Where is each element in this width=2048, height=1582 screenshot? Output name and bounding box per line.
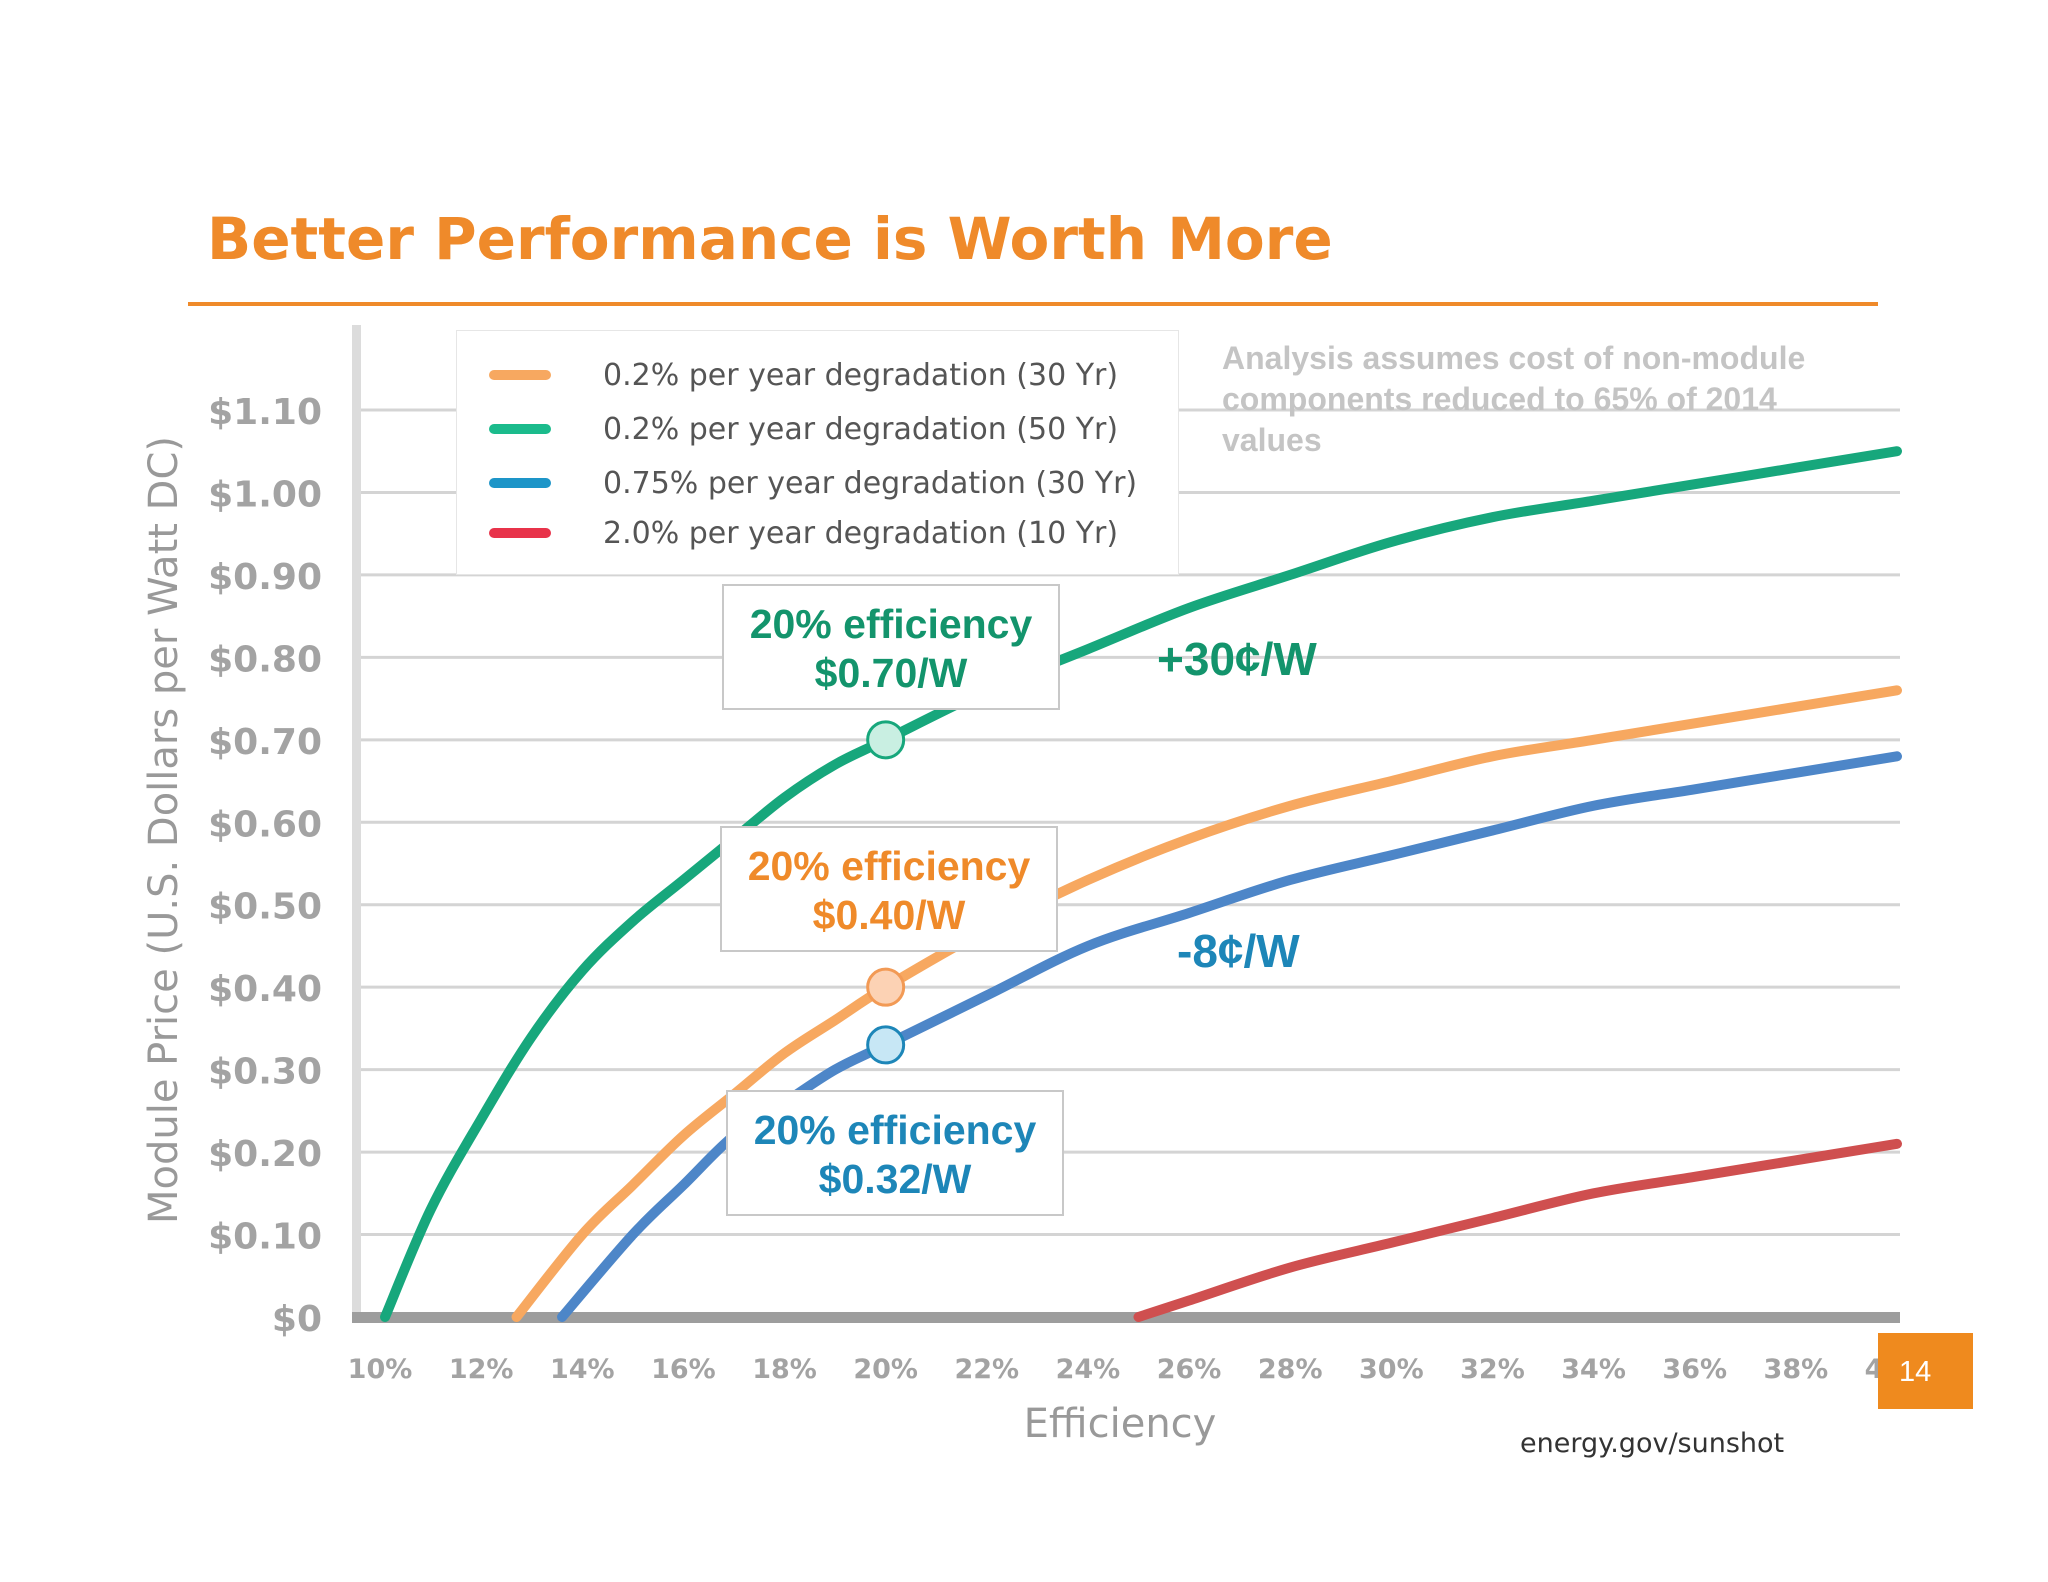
callout-line2: $0.32/W [818,1156,972,1202]
point-marker [866,967,906,1007]
x-tick-label: 14% [550,1354,615,1385]
x-tick-label: 24% [1056,1354,1121,1385]
x-tick-label: 28% [1258,1354,1323,1385]
y-tick-label: $0 [272,1299,322,1340]
delta-blue: -8¢/W [1177,925,1300,977]
legend-item-red: 2.0% per year degradation (10 Yr) [489,513,1118,553]
x-tick-label: 20% [853,1354,918,1385]
page-number-badge [1878,1333,1973,1409]
x-tick-labels: 10% 12% 14% 16% 18% 20% 22% 24% 26% 28% 30% 32% 34% 3… [348,1354,1930,1385]
y-tick-label: $0.90 [208,557,322,598]
y-tick-label: $0.80 [208,639,322,680]
x-tick-label: 38% [1764,1354,1829,1385]
callout-orange: 20% efficiency $0.40/W [720,826,1058,952]
x-tick-label: 18% [752,1354,817,1385]
y-tick-label: $0.40 [208,969,322,1010]
x-tick-label: 32% [1460,1354,1525,1385]
series-line-0 [511,685,1902,1322]
y-tick-label: $0.20 [208,1134,322,1175]
point-marker [866,720,906,760]
x-tick-label: 36% [1662,1354,1727,1385]
x-tick-label: 30% [1359,1354,1424,1385]
legend-swatch-red [489,528,551,538]
point-marker [866,1025,906,1065]
legend-item-blue: 0.75% per year degradation (30 Yr) [489,463,1137,503]
title-underline [188,302,1878,306]
legend-label: 0.2% per year degradation (50 Yr) [603,411,1119,447]
y-tick-label: $1.10 [208,392,322,433]
x-axis-bar [352,1312,1900,1323]
series-lines [380,446,1902,1322]
legend-swatch-orange [489,370,551,380]
callout-line1: 20% efficiency [747,843,1031,889]
legend-item-orange: 0.2% per year degradation (30 Yr) [489,355,1118,395]
page-title: Better Performance is Worth More [207,205,1333,273]
callout-green: 20% efficiency $0.70/W [722,584,1060,710]
callout-line2: $0.40/W [812,892,966,938]
y-tick-label: $0.30 [208,1052,322,1093]
x-axis-label: Efficiency [1024,1401,1217,1447]
legend-label: 0.2% per year degradation (30 Yr) [603,357,1119,393]
point-markers [866,720,906,1065]
x-tick-label: 22% [954,1354,1019,1385]
x-tick-label: 26% [1157,1354,1222,1385]
y-tick-label: $0.60 [208,804,322,845]
legend-label: 0.75% per year degradation (30 Yr) [603,465,1138,501]
delta-green: +30¢/W [1157,633,1317,685]
legend-item-green: 0.2% per year degradation (50 Yr) [489,409,1118,449]
y-tick-labels: $0 $0.10 $0.20 $0.30 $0.40 $0.50 $0.60 $0.70 $0.… [208,392,322,1340]
legend-label: 2.0% per year degradation (10 Yr) [603,515,1119,551]
x-tick-label: 10% [348,1354,413,1385]
y-axis-label: Module Price (U.S. Dollars per Watt DC) [141,436,187,1224]
series-line-1 [380,446,1902,1322]
legend-swatch-blue [489,478,551,488]
legend: 0.2% per year degradation (30 Yr) 0.2% p… [456,330,1179,575]
x-tick-label: 16% [651,1354,716,1385]
series-line-3 [1133,1138,1902,1322]
y-axis-bar [352,325,361,1320]
y-tick-label: $0.70 [208,722,322,763]
callout-blue: 20% efficiency $0.32/W [726,1090,1064,1216]
legend-swatch-green [489,424,551,434]
series-line-2 [557,751,1902,1322]
callout-line2: $0.70/W [814,650,968,696]
y-tick-label: $1.00 [208,474,322,515]
analysis-note: Analysis assumes cost of non-module comp… [1222,340,1806,458]
page-number: 14 [1899,1356,1932,1388]
y-tick-label: $0.10 [208,1217,322,1258]
x-tick-label: 34% [1561,1354,1626,1385]
source-url: energy.gov/sunshot [1520,1428,1785,1459]
callout-line1: 20% efficiency [749,601,1033,647]
callout-line1: 20% efficiency [753,1107,1037,1153]
y-tick-label: $0.50 [208,887,322,928]
x-tick-label: 12% [449,1354,514,1385]
